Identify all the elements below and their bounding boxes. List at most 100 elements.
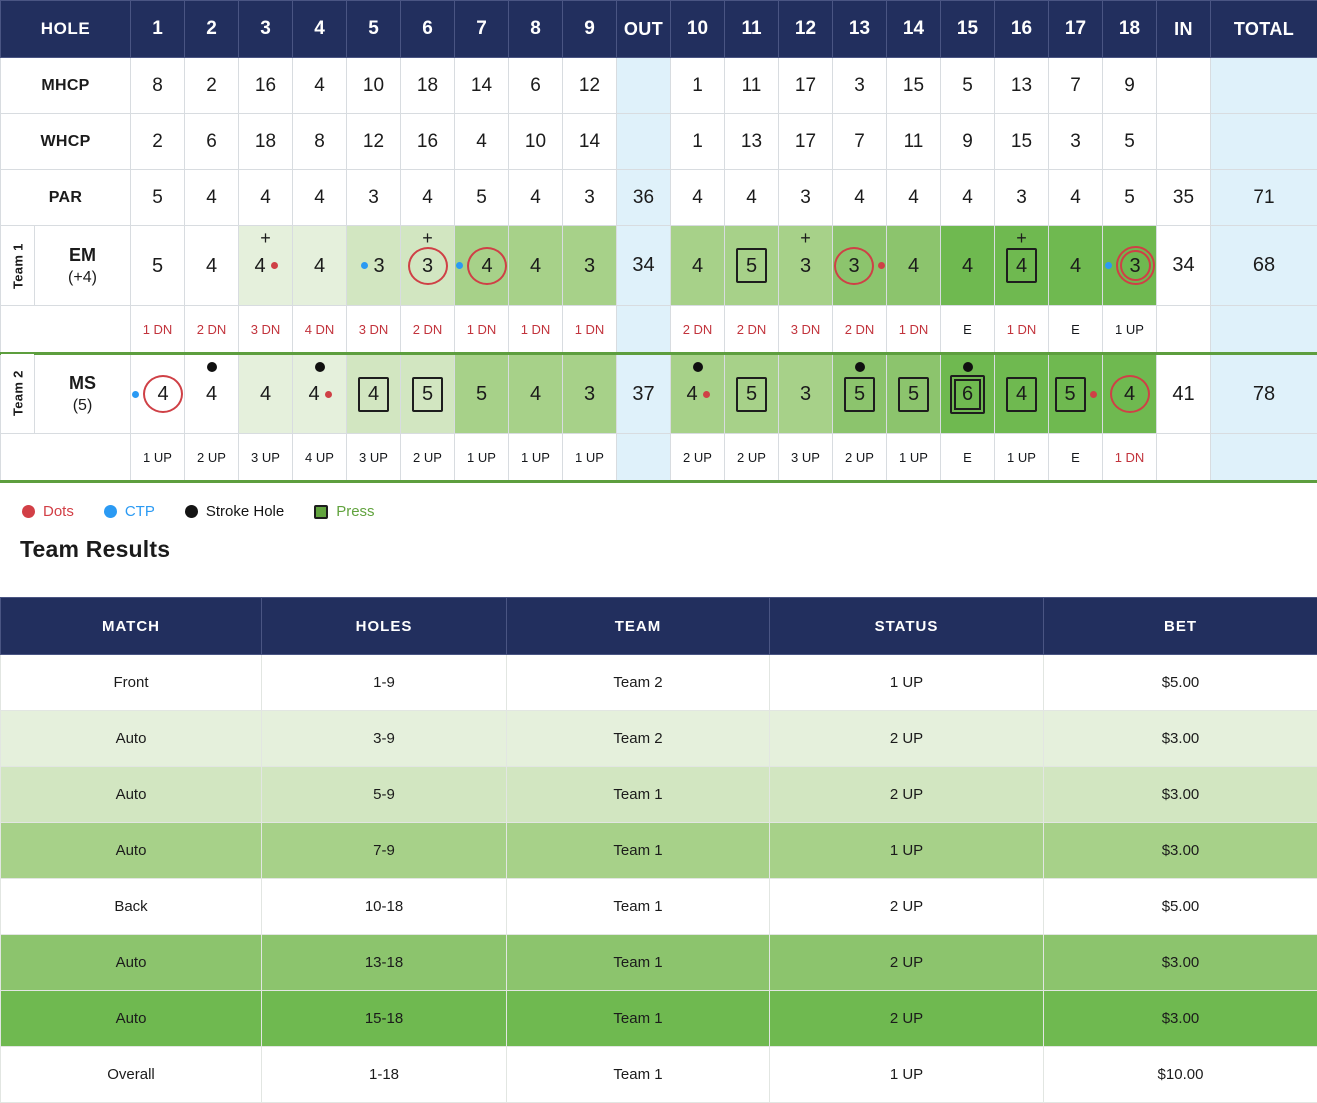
results-row-1-bet: $3.00 — [1044, 711, 1317, 767]
team1-score-h1: 5 — [131, 226, 185, 306]
dots-dot-icon — [325, 391, 332, 398]
results-row-7-match: Overall — [1, 1047, 262, 1103]
in-header-cell: IN — [1157, 1, 1211, 58]
legend-item-ctp: CTP — [104, 503, 155, 520]
whcp-h8: 10 — [509, 114, 563, 170]
whcp-out — [617, 114, 671, 170]
hole-header-3: 3 — [239, 1, 293, 58]
hole-header-18: 18 — [1103, 1, 1157, 58]
hole-header-2: 2 — [185, 1, 239, 58]
score-value: 5 — [475, 375, 489, 413]
team1-status-out — [617, 306, 671, 354]
team2-status-h8: 1 UP — [509, 434, 563, 482]
mhcp-h12: 17 — [779, 58, 833, 114]
mhcp-h3: 16 — [239, 58, 293, 114]
dots-dot-icon — [271, 262, 278, 269]
results-row-7-status: 1 UP — [770, 1047, 1044, 1103]
whcp-h17: 3 — [1049, 114, 1103, 170]
hole-header-cell: HOLE — [1, 1, 131, 58]
results-row-6-bet: $3.00 — [1044, 991, 1317, 1047]
score-value: 3 — [372, 247, 386, 285]
stroke-hole-dot-icon — [963, 362, 973, 372]
results-row-0-holes: 1-9 — [262, 655, 507, 711]
team2-score-h7: 5 — [455, 354, 509, 434]
team1-status-h11: 2 DN — [725, 306, 779, 354]
score-value: 4 — [205, 247, 219, 285]
team2-status-h6: 2 UP — [401, 434, 455, 482]
team2-status-h17: E — [1049, 434, 1103, 482]
par-h16: 3 — [995, 170, 1049, 226]
team2-label: Team 2 — [1, 354, 35, 434]
results-row-4-match: Back — [1, 879, 262, 935]
team1-player-initials: EM — [35, 245, 130, 266]
team1-score-h17: 4 — [1049, 226, 1103, 306]
results-header-bet: BET — [1044, 598, 1317, 655]
team1-status-h7: 1 DN — [455, 306, 509, 354]
par-h6: 4 — [401, 170, 455, 226]
hole-header-6: 6 — [401, 1, 455, 58]
ctp-dot-icon — [132, 391, 139, 398]
team1-status-h18: 1 UP — [1103, 306, 1157, 354]
team1-handicap: (+4) — [35, 269, 130, 287]
team2-status-h4: 4 UP — [293, 434, 347, 482]
par-h3: 4 — [239, 170, 293, 226]
team2-status-label — [1, 434, 131, 482]
score-value: 4 — [961, 247, 975, 285]
mhcp-h17: 7 — [1049, 58, 1103, 114]
team2-score-h13: 5 — [833, 354, 887, 434]
whcp-h13: 7 — [833, 114, 887, 170]
par-h7: 5 — [455, 170, 509, 226]
par-h4: 4 — [293, 170, 347, 226]
team2-status-in — [1157, 434, 1211, 482]
team1-status-label — [1, 306, 131, 354]
team2-handicap: (5) — [35, 397, 130, 415]
mhcp-h5: 10 — [347, 58, 401, 114]
team2-status-h2: 2 UP — [185, 434, 239, 482]
team1-score-h18: 3 — [1103, 226, 1157, 306]
team1-status-h5: 3 DN — [347, 306, 401, 354]
results-row-6-team: Team 1 — [507, 991, 770, 1047]
results-row-0-team: Team 2 — [507, 655, 770, 711]
press-swatch-icon — [314, 505, 328, 519]
team2-status-h15: E — [941, 434, 995, 482]
results-row-3-match: Auto — [1, 823, 262, 879]
legend-label-press: Press — [336, 503, 374, 520]
results-row-1-status: 2 UP — [770, 711, 1044, 767]
mhcp-h13: 3 — [833, 58, 887, 114]
hole-header-8: 8 — [509, 1, 563, 58]
results-row-5-holes: 13-18 — [262, 935, 507, 991]
team1-status-h3: 3 DN — [239, 306, 293, 354]
mhcp-h9: 12 — [563, 58, 617, 114]
team2-status-h16: 1 UP — [995, 434, 1049, 482]
team2-score-h10: 4 — [671, 354, 725, 434]
whcp-h16: 15 — [995, 114, 1049, 170]
stroke-hole-dot-icon — [207, 362, 217, 372]
team2-status-h7: 1 UP — [455, 434, 509, 482]
legend-label-dots: Dots — [43, 503, 74, 520]
results-row-1-team: Team 2 — [507, 711, 770, 767]
results-row-6-holes: 15-18 — [262, 991, 507, 1047]
whcp-h1: 2 — [131, 114, 185, 170]
team2-score-h6: 5 — [401, 354, 455, 434]
whcp-h3: 18 — [239, 114, 293, 170]
score-value: 4 — [691, 247, 705, 285]
team1-score-h8: 4 — [509, 226, 563, 306]
out-header-cell: OUT — [617, 1, 671, 58]
whcp-label: WHCP — [1, 114, 131, 170]
results-row-5-team: Team 1 — [507, 935, 770, 991]
team2-status-total — [1211, 434, 1317, 482]
hole-header-15: 15 — [941, 1, 995, 58]
team2-score-h5: 4 — [347, 354, 401, 434]
team2-status-h12: 3 UP — [779, 434, 833, 482]
results-row-6-match: Auto — [1, 991, 262, 1047]
hole-header-11: 11 — [725, 1, 779, 58]
dots-dot-icon — [703, 391, 710, 398]
mhcp-label: MHCP — [1, 58, 131, 114]
